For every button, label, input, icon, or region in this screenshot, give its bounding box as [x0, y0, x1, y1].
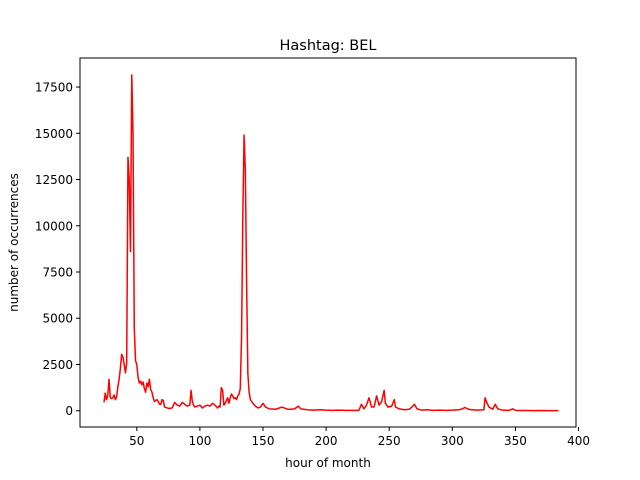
- y-tick-label: 7500: [42, 266, 73, 280]
- plot-frame: [79, 57, 577, 428]
- y-tick-label: 5000: [42, 312, 73, 326]
- plot-area: [103, 74, 559, 412]
- y-tick-label: 15000: [35, 127, 73, 141]
- x-tick-label: 400: [567, 434, 590, 448]
- y-tick-label: 17500: [35, 81, 73, 95]
- x-tick-label: 150: [252, 434, 275, 448]
- x-tick-label: 50: [129, 434, 144, 448]
- y-axis-label: number of occurrences: [7, 173, 21, 312]
- x-tick-label: 350: [504, 434, 527, 448]
- y-tick-label: 2500: [42, 358, 73, 372]
- x-tick-label: 300: [441, 434, 464, 448]
- y-tick-label: 10000: [35, 219, 73, 233]
- x-tick-label: 200: [315, 434, 338, 448]
- y-tick-label: 0: [65, 404, 73, 418]
- series-line: [103, 74, 559, 412]
- x-tick-label: 250: [378, 434, 401, 448]
- x-axis-label: hour of month: [285, 456, 371, 470]
- axis-ticks: 50 100 150 200 250 300 350 400 0 2500 5000 7500 1000…: [35, 81, 590, 448]
- chart-title: Hashtag: BEL: [280, 38, 377, 54]
- x-tick-label: 100: [188, 434, 211, 448]
- y-tick-label: 12500: [35, 173, 73, 187]
